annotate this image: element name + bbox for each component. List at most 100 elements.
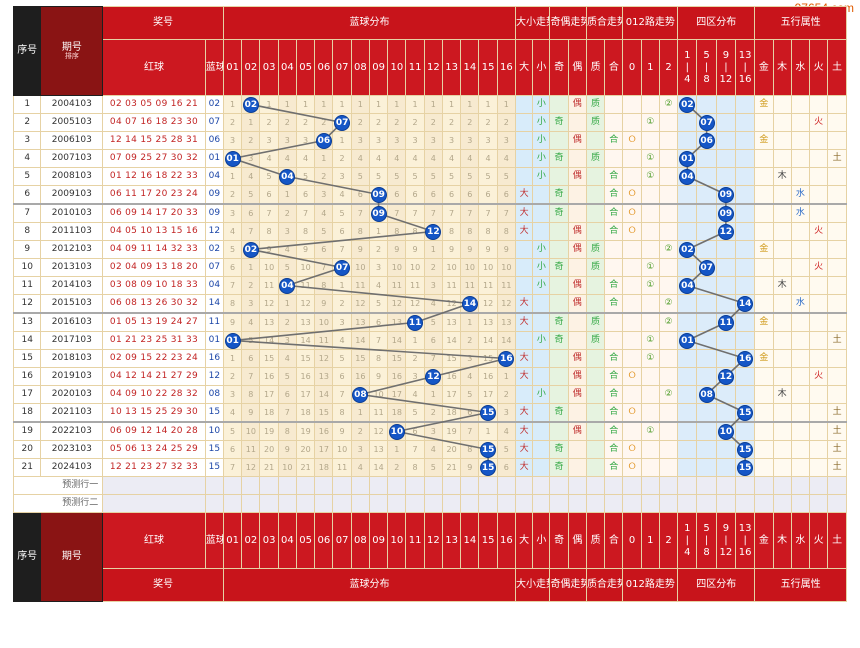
blue-dist-cell: 10 [259, 258, 279, 277]
predict-cell[interactable] [549, 476, 569, 495]
predict-cell[interactable] [295, 476, 316, 495]
predict-cell[interactable] [496, 494, 516, 513]
predict-cell[interactable] [314, 476, 334, 495]
wx-cell [772, 95, 792, 114]
predict-cell[interactable] [772, 494, 792, 513]
blue-dist-cell: 1 [277, 294, 297, 314]
predict-row[interactable]: 预测行二 [12, 494, 847, 513]
predict-cell[interactable] [368, 476, 389, 495]
predict-cell[interactable] [658, 494, 679, 513]
sort-toggle[interactable]: 排序 [64, 51, 79, 60]
wx-cell [790, 222, 811, 241]
predict-cell[interactable] [715, 476, 737, 495]
predict-cell[interactable] [222, 476, 243, 495]
predict-cell[interactable] [387, 476, 407, 495]
zone-cell [677, 440, 698, 459]
predict-cell[interactable] [241, 476, 261, 495]
predict-cell[interactable] [387, 494, 407, 513]
predict-cell[interactable] [809, 476, 829, 495]
predict-cell[interactable] [696, 476, 717, 495]
predict-cell[interactable] [790, 476, 811, 495]
predict-cell[interactable] [677, 476, 698, 495]
predict-cell[interactable] [604, 494, 624, 513]
predict-cell[interactable] [567, 494, 587, 513]
predict-cell[interactable] [735, 476, 756, 495]
predict-cell[interactable] [622, 476, 642, 495]
predict-cell[interactable] [514, 476, 534, 495]
table-row: 2 2005103 04 07 16 18 23 30 07 2 1 2 2 2 2 07 2 2 2 2 2… [12, 113, 847, 132]
row-red-balls: 04 09 11 14 32 33 [102, 240, 206, 259]
predict-cell[interactable] [405, 494, 425, 513]
predict-cell[interactable] [585, 476, 606, 495]
pc-cell [585, 276, 606, 295]
predict-cell[interactable] [658, 476, 679, 495]
predict-cell[interactable] [460, 494, 480, 513]
predict-cell[interactable] [532, 494, 551, 513]
road-cell [658, 185, 679, 205]
zone-hit-ball: 01 [680, 333, 695, 348]
predict-cell[interactable] [827, 494, 847, 513]
predict-cell[interactable] [314, 494, 334, 513]
predict-cell[interactable] [350, 476, 370, 495]
red-ball-header: 红球 [102, 39, 206, 96]
predict-cell[interactable] [405, 476, 425, 495]
predict-cell[interactable] [772, 476, 792, 495]
pc-cell [585, 131, 606, 150]
predict-cell[interactable] [222, 494, 243, 513]
predict-cell[interactable] [332, 494, 352, 513]
wx-cell [790, 258, 811, 277]
predict-cell[interactable] [259, 494, 279, 513]
predict-cell[interactable] [350, 494, 370, 513]
bs-cell: 大 [514, 203, 534, 223]
predict-cell[interactable] [549, 494, 569, 513]
predict-cell[interactable] [478, 476, 498, 495]
predict-cell[interactable] [332, 476, 352, 495]
predict-cell[interactable] [827, 476, 847, 495]
predict-cell[interactable] [604, 476, 624, 495]
predict-cell[interactable] [532, 476, 551, 495]
predict-cell[interactable] [790, 494, 811, 513]
predict-cell[interactable] [102, 476, 206, 495]
predict-cell[interactable] [496, 476, 516, 495]
period-header[interactable]: 期号 排序 [40, 6, 104, 96]
zone-cell [696, 167, 717, 186]
predict-cell[interactable] [696, 494, 717, 513]
predict-cell[interactable] [441, 476, 462, 495]
zone-cell [677, 222, 698, 241]
predict-cell[interactable] [204, 494, 224, 513]
predict-cell[interactable] [423, 494, 443, 513]
wx-cell [754, 185, 774, 205]
predict-cell[interactable] [640, 494, 660, 513]
predict-label[interactable]: 预测行二 [12, 494, 104, 513]
predict-cell[interactable] [622, 494, 642, 513]
predict-cell[interactable] [514, 494, 534, 513]
predict-cell[interactable] [277, 476, 297, 495]
predict-cell[interactable] [567, 476, 587, 495]
footer-primecomp: 质合走势 [585, 568, 624, 602]
predict-cell[interactable] [585, 494, 606, 513]
predict-cell[interactable] [735, 494, 756, 513]
predict-cell[interactable] [478, 494, 498, 513]
predict-cell[interactable] [715, 494, 737, 513]
predict-cell[interactable] [277, 494, 297, 513]
pc-cell: 合 [604, 276, 624, 295]
predict-cell[interactable] [640, 476, 660, 495]
predict-cell[interactable] [259, 476, 279, 495]
predict-cell[interactable] [368, 494, 389, 513]
predict-cell[interactable] [754, 494, 774, 513]
predict-cell[interactable] [677, 494, 698, 513]
predict-cell[interactable] [204, 476, 224, 495]
predict-cell[interactable] [241, 494, 261, 513]
predict-cell[interactable] [295, 494, 316, 513]
predict-cell[interactable] [441, 494, 462, 513]
predict-cell[interactable] [809, 494, 829, 513]
predict-cell[interactable] [754, 476, 774, 495]
predict-cell[interactable] [102, 494, 206, 513]
predict-row[interactable]: 预测行一 [12, 476, 847, 495]
zone-cell: 14 [735, 294, 756, 314]
zone-cell [715, 385, 737, 404]
predict-cell[interactable] [423, 476, 443, 495]
wx-cell [790, 167, 811, 186]
predict-label[interactable]: 预测行一 [12, 476, 104, 495]
predict-cell[interactable] [460, 476, 480, 495]
